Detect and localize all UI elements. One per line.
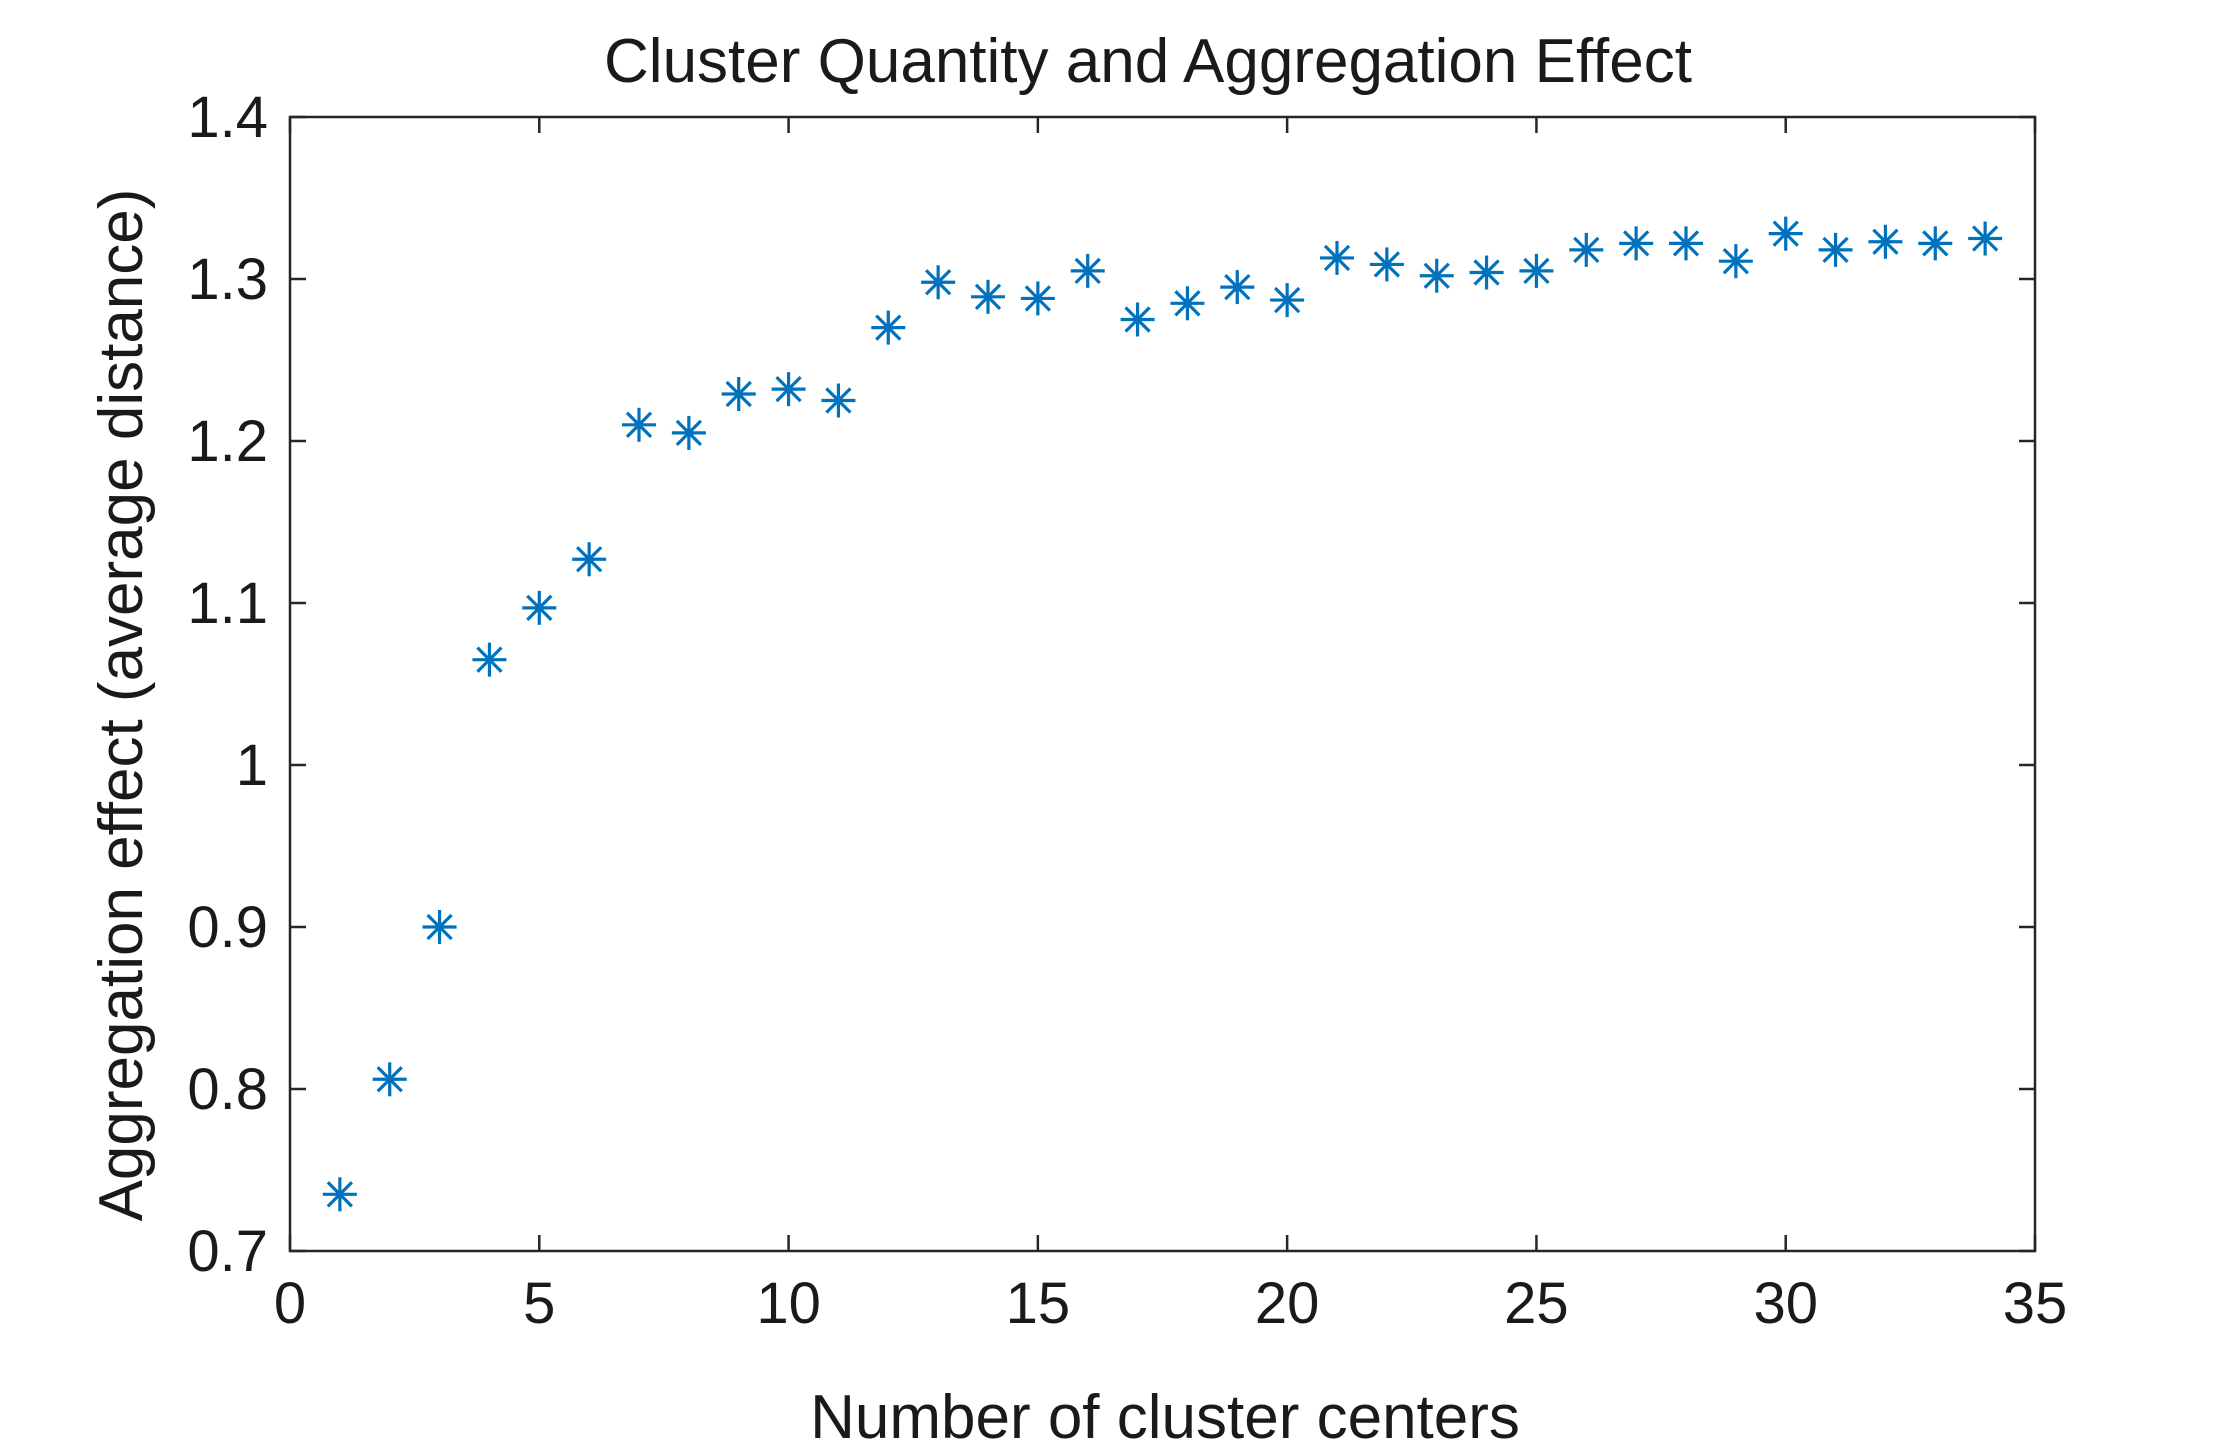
data-point-11 [821,383,856,418]
data-point-28 [1669,226,1703,261]
data-point-18 [1170,286,1205,321]
plot-area-frame [288,115,2037,1253]
data-point-7 [622,407,656,442]
data-point-15 [1020,281,1055,316]
data-point-20 [1270,283,1305,318]
axes [288,115,2037,1253]
data-point-25 [1519,253,1554,288]
data-point-10 [771,372,806,407]
data-point-32 [1868,224,1903,259]
data-point-2 [372,1062,407,1097]
y-tick-label: 1 [236,733,268,798]
y-tick-label: 0.7 [187,1219,268,1284]
data-point-27 [1619,226,1654,261]
data-point-17 [1120,302,1155,337]
x-tick-label: 20 [1255,1271,1320,1336]
y-axis-title: Aggregation effect (average distance) [87,189,156,1222]
x-tick-label: 15 [1006,1271,1071,1336]
data-point-5 [522,590,557,625]
data-point-9 [721,377,756,412]
data-point-19 [1220,270,1255,305]
data-point-23 [1419,258,1454,293]
x-axis-title: Number of cluster centers [810,1383,1520,1448]
y-tick-label: 1.1 [187,571,268,636]
data-point-34 [1968,221,2003,256]
data-point-6 [572,542,607,577]
data-point-14 [971,279,1005,314]
data-point-22 [1369,247,1404,282]
data-point-13 [921,265,956,300]
x-tick-label: 30 [1753,1271,1818,1336]
y-tick-label: 1.2 [187,409,268,474]
y-tick-label: 0.8 [187,1057,268,1122]
data-point-31 [1818,232,1853,267]
data-point-24 [1469,255,1504,290]
x-tick-label: 10 [756,1271,821,1336]
data-point-4 [472,642,507,677]
y-tick-label: 0.9 [187,895,268,960]
data-point-33 [1918,226,1953,261]
x-tick-label: 5 [523,1271,555,1336]
data-point-29 [1718,244,1753,279]
ticks: 0 5 10 15 20 25 30 35 0.7 0.8 0.9 1 1.1 1.2 1.3 1.4 [187,85,2067,1336]
data-point-1 [322,1177,357,1212]
data-points [322,216,2003,1212]
data-point-8 [671,415,706,450]
data-point-16 [1070,253,1105,288]
data-point-21 [1320,240,1354,275]
data-point-26 [1569,232,1604,267]
x-tick-label: 0 [274,1271,306,1336]
data-point-12 [871,310,906,345]
x-tick-label: 35 [2003,1271,2068,1336]
chart-title: Cluster Quantity and Aggregation Effect [604,27,1692,96]
x-tick-label: 25 [1504,1271,1569,1336]
y-tick-label: 1.4 [187,85,268,150]
y-tick-label: 1.3 [187,247,268,312]
data-point-3 [422,910,457,944]
data-point-30 [1768,216,1803,251]
